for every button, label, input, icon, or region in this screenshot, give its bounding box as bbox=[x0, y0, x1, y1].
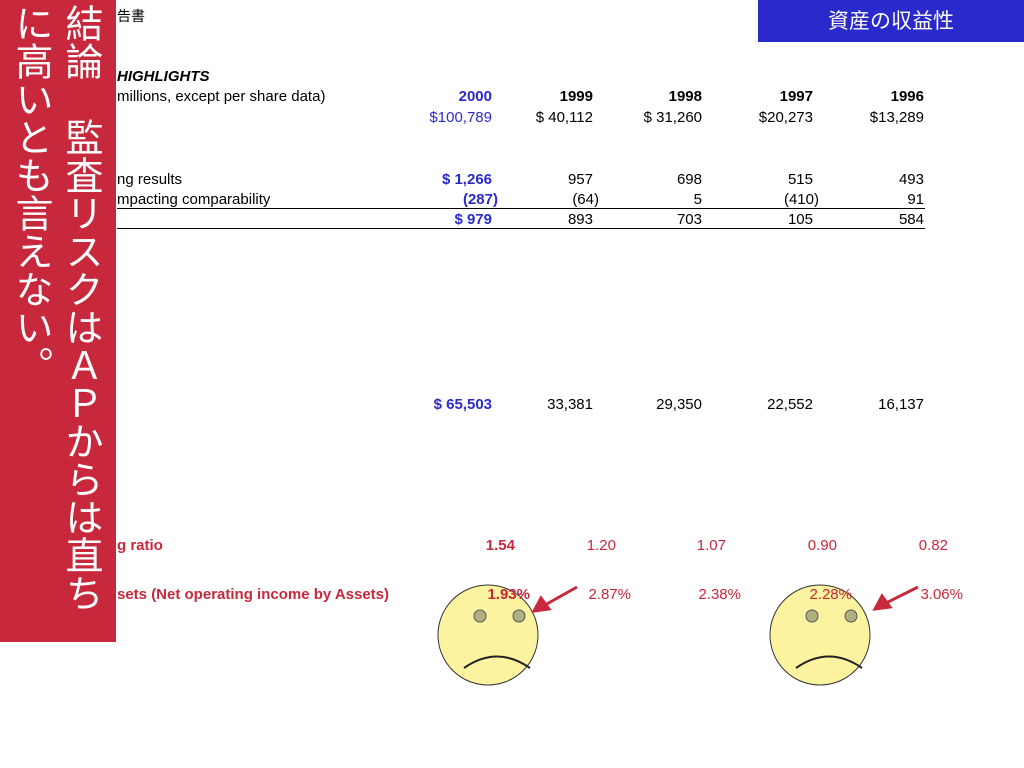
cell: 2.38% bbox=[698, 586, 741, 603]
cell: 0.90 bbox=[807, 537, 837, 554]
cell: 1996 bbox=[890, 88, 924, 105]
cell: $100,789 bbox=[429, 109, 492, 126]
cell: 29,350 bbox=[656, 396, 702, 413]
cell: 5 bbox=[693, 191, 702, 208]
header-tag: 告書 bbox=[117, 9, 145, 25]
rule bbox=[117, 208, 925, 209]
cell: $20,273 bbox=[758, 109, 813, 126]
conclusion-text: 結論 監査リスクはＡＰからは直ちに高いとも言えない。 bbox=[9, 4, 103, 612]
row-label: mpacting comparability bbox=[117, 191, 271, 208]
row-label: g ratio bbox=[117, 537, 163, 554]
cell: 91 bbox=[907, 191, 924, 208]
cell: 1.07 bbox=[696, 537, 726, 554]
cell: $ 1,266 bbox=[441, 171, 492, 188]
sad-face bbox=[769, 584, 871, 686]
cell: 1.20 bbox=[586, 537, 616, 554]
cell: 1.54 bbox=[485, 537, 515, 554]
cell: $ 31,260 bbox=[643, 109, 702, 126]
conclusion-panel: 結論 監査リスクはＡＰからは直ちに高いとも言えない。 bbox=[0, 0, 116, 642]
cell: 957 bbox=[567, 171, 593, 188]
cell: 1.93% bbox=[487, 586, 530, 603]
cell: 105 bbox=[787, 211, 813, 228]
cell: $ 40,112 bbox=[535, 109, 593, 126]
cell: 22,552 bbox=[767, 396, 813, 413]
cell: 584 bbox=[898, 211, 924, 228]
cell: 493 bbox=[898, 171, 924, 188]
row-label: sets (Net operating income by Assets) bbox=[117, 586, 390, 603]
cell: 2000 bbox=[458, 88, 492, 105]
cell: $ 979 bbox=[454, 211, 492, 228]
cell: 16,137 bbox=[878, 396, 924, 413]
cell: 33,381 bbox=[547, 396, 593, 413]
arrows bbox=[531, 585, 919, 613]
cell: 2.87% bbox=[588, 586, 631, 603]
sad-face bbox=[437, 584, 539, 686]
cell: 1998 bbox=[668, 88, 702, 105]
cell: 1997 bbox=[779, 88, 813, 105]
cell: $13,289 bbox=[869, 109, 924, 126]
cell: (64) bbox=[572, 191, 599, 208]
row-label: ng results bbox=[117, 171, 183, 188]
cell: 3.06% bbox=[920, 586, 963, 603]
cell: 893 bbox=[567, 211, 593, 228]
cell: 2.28% bbox=[809, 586, 852, 603]
cell: 1999 bbox=[559, 88, 593, 105]
cell: 703 bbox=[676, 211, 702, 228]
rule bbox=[117, 228, 925, 229]
cell: 698 bbox=[676, 171, 702, 188]
cell: $ 65,503 bbox=[433, 396, 492, 413]
section-title: HIGHLIGHTS bbox=[117, 68, 210, 85]
cell: 0.82 bbox=[918, 537, 948, 554]
cell: (287) bbox=[462, 191, 498, 208]
cell: 515 bbox=[787, 171, 813, 188]
slide-title: 資産の収益性 bbox=[758, 0, 1024, 42]
cell: (410) bbox=[783, 191, 819, 208]
row-label: millions, except per share data) bbox=[117, 88, 326, 105]
